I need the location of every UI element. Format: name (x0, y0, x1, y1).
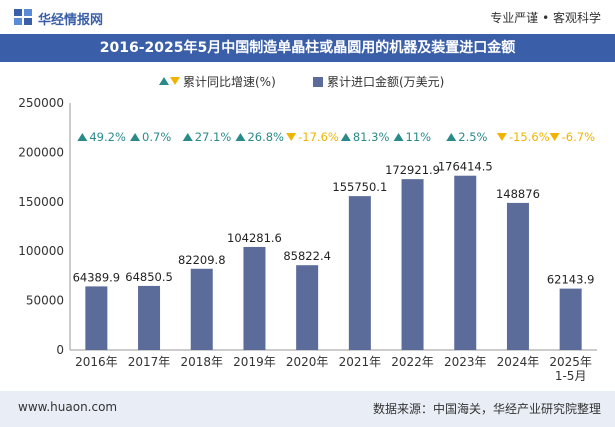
legend-down-triangle-icon (170, 77, 180, 85)
legend-bar-swatch (313, 77, 323, 87)
x-tick-label: 2019年 (233, 355, 276, 369)
y-tick-label: 0 (56, 343, 64, 357)
y-tick-label: 150000 (18, 195, 64, 209)
logo-icon (14, 9, 32, 25)
bar (401, 179, 424, 350)
bar (296, 265, 319, 350)
bar-value-label: 85822.4 (283, 249, 331, 263)
x-tick-label: 2021年 (339, 355, 382, 369)
bar (559, 288, 582, 350)
legend-growth-label: 累计同比增速(%) (183, 75, 276, 89)
growth-label: -17.6% (298, 130, 339, 144)
legend-up-triangle-icon (159, 77, 169, 85)
growth-label: -6.7% (562, 130, 595, 144)
x-tick-label: 2017年 (128, 355, 171, 369)
bar (138, 285, 161, 350)
x-tick-label: 2025年 1-5月 (549, 355, 592, 383)
bar-value-label: 104281.6 (227, 231, 282, 245)
footer-website-link[interactable]: www.huaon.com (18, 400, 118, 414)
growth-down-triangle-icon (549, 133, 560, 141)
growth-down-triangle-icon (496, 133, 507, 141)
y-tick-label: 50000 (26, 294, 64, 308)
growth-label: 11% (406, 130, 432, 144)
brand-name[interactable]: 华经情报网 (38, 13, 104, 28)
growth-label: 81.3% (353, 130, 390, 144)
growth-label: -15.6% (509, 130, 550, 144)
slogan: 专业严谨 • 客观科学 (490, 11, 601, 25)
growth-labels: 49.2% 0.7% 27.1% 26.8% -17.6% 81.3% 11% 2.5% -15… (77, 130, 595, 144)
growth-label: 27.1% (195, 130, 232, 144)
bar-value-label: 82209.8 (178, 253, 226, 267)
chart-area: 累计同比增速(%) 累计进口金额(万美元) 0 50000 100000 150000… (18, 74, 597, 383)
growth-label: 49.2% (89, 130, 126, 144)
title-bar (0, 34, 615, 62)
growth-label: 0.7% (142, 130, 171, 144)
bar (348, 196, 371, 350)
growth-up-triangle-icon (182, 133, 193, 141)
bar-value-label: 148876 (496, 187, 540, 201)
y-tick-label: 100000 (18, 244, 64, 258)
footer-source: 数据来源：中国海关，华经产业研究院整理 (372, 402, 601, 416)
bar (85, 286, 108, 350)
legend-value-label: 累计进口金额(万美元) (327, 74, 444, 89)
bar-value-label: 62143.9 (547, 273, 595, 287)
bar-value-label: 155750.1 (332, 180, 387, 194)
growth-up-triangle-icon (393, 133, 404, 141)
bar (243, 246, 266, 350)
axes: 0 50000 100000 150000 200000 250000 2016年 2017年… (18, 96, 597, 383)
bar-value-label: 64389.9 (73, 270, 121, 284)
bar-value-label: 176414.5 (438, 160, 493, 174)
legend: 累计同比增速(%) 累计进口金额(万美元) (159, 74, 444, 89)
growth-up-triangle-icon (340, 133, 351, 141)
y-tick-label: 200000 (18, 145, 64, 159)
bar-value-label: 64850.5 (125, 270, 173, 284)
bar (506, 202, 529, 350)
x-tick-label: 2022年 (391, 355, 434, 369)
growth-up-triangle-icon (235, 133, 246, 141)
bar-value-label: 172921.9 (385, 163, 440, 177)
bar (454, 175, 477, 350)
growth-down-triangle-icon (286, 133, 297, 141)
x-tick-label: 2020年 (286, 355, 329, 369)
growth-up-triangle-icon (446, 133, 457, 141)
x-tick-label: 2024年 (497, 355, 540, 369)
chart-title: 2016-2025年5月中国制造单晶柱或晶圆用的机器及装置进口金额 (99, 40, 516, 56)
growth-label: 26.8% (247, 130, 284, 144)
x-tick-label: 2016年 (75, 355, 118, 369)
growth-up-triangle-icon (130, 133, 141, 141)
top-bar: 华经情报网 专业严谨 • 客观科学 (0, 0, 615, 34)
y-tick-label: 250000 (18, 96, 64, 110)
bar (190, 268, 213, 350)
x-tick-label: 2018年 (180, 355, 223, 369)
growth-label: 2.5% (458, 130, 487, 144)
x-tick-label: 2023年 (444, 355, 487, 369)
growth-up-triangle-icon (77, 133, 88, 141)
footer-bar (0, 391, 615, 427)
